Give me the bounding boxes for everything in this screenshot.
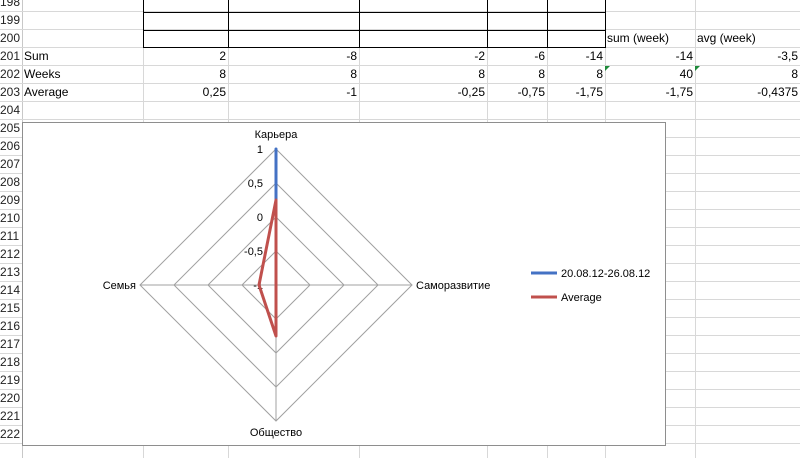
radar-category-label: Саморазвитие bbox=[416, 280, 490, 292]
row-number[interactable]: 222 bbox=[0, 426, 21, 443]
value-cell[interactable]: 8 bbox=[219, 67, 226, 81]
value-cell[interactable]: -2 bbox=[474, 49, 485, 63]
sheet-row[interactable]: 202 Weeks 8 8 8 8 8 40 8 bbox=[0, 66, 800, 84]
legend-entry: 20.08.12-26.08.12 bbox=[561, 268, 650, 280]
row-number[interactable]: 212 bbox=[0, 246, 21, 263]
value-cell[interactable]: 8 bbox=[538, 67, 545, 81]
row-number[interactable]: 204 bbox=[0, 102, 21, 119]
value-cell[interactable]: 40 bbox=[679, 67, 693, 81]
value-cell[interactable]: 8 bbox=[350, 67, 357, 81]
radar-tick-label: 1 bbox=[257, 144, 263, 156]
bordered-table bbox=[143, 0, 606, 48]
table-border-line bbox=[143, 12, 606, 13]
row-number[interactable]: 211 bbox=[0, 228, 21, 245]
table-border-line bbox=[547, 0, 548, 48]
value-cell[interactable]: -1 bbox=[346, 85, 357, 99]
row-number[interactable]: 202 bbox=[0, 66, 21, 83]
row-number[interactable]: 219 bbox=[0, 372, 21, 389]
row-number[interactable]: 216 bbox=[0, 318, 21, 335]
grid-column-line bbox=[695, 0, 696, 458]
row-number[interactable]: 208 bbox=[0, 174, 21, 191]
value-cell[interactable]: -0,25 bbox=[457, 85, 485, 99]
value-cell[interactable]: -0,75 bbox=[517, 85, 545, 99]
row-number[interactable]: 217 bbox=[0, 336, 21, 353]
radar-category-label: Общество bbox=[250, 427, 302, 439]
row-number[interactable]: 206 bbox=[0, 138, 21, 155]
radar-series-1 bbox=[257, 198, 278, 338]
row-number[interactable]: 210 bbox=[0, 210, 21, 227]
value-cell[interactable]: 8 bbox=[478, 67, 485, 81]
value-cell[interactable]: 2 bbox=[219, 49, 226, 63]
radar-chart-svg: 10,50-0,5-1КарьераСаморазвитиеОбществоСе… bbox=[103, 129, 651, 439]
radar-tick-label: -0,5 bbox=[244, 246, 263, 258]
header-sum-week[interactable]: sum (week) bbox=[607, 31, 670, 45]
error-indicator-icon[interactable] bbox=[695, 66, 700, 71]
sheet-row[interactable]: 203 Average 0,25 -1 -0,25 -0,75 -1,75 -1,75 -0,4… bbox=[0, 84, 800, 102]
row-number[interactable]: 214 bbox=[0, 282, 21, 299]
sheet-row[interactable]: 199 bbox=[0, 12, 800, 30]
value-cell[interactable]: -3,5 bbox=[777, 49, 798, 63]
row-label-cell[interactable]: Weeks bbox=[24, 67, 61, 81]
row-number[interactable]: 205 bbox=[0, 120, 21, 137]
row-label-cell[interactable]: Average bbox=[24, 85, 69, 99]
value-cell[interactable]: -1,75 bbox=[575, 85, 603, 99]
sheet-row[interactable]: 198 bbox=[0, 0, 800, 12]
table-border-line bbox=[228, 0, 229, 48]
value-cell[interactable]: -14 bbox=[585, 49, 603, 63]
row-number[interactable]: 199 bbox=[0, 12, 21, 29]
sheet-row[interactable]: 201 Sum 2 -8 -2 -6 -14 -14 -3,5 bbox=[0, 48, 800, 66]
row-number[interactable]: 198 bbox=[0, 0, 21, 11]
row-number[interactable]: 207 bbox=[0, 156, 21, 173]
error-indicator-icon[interactable] bbox=[605, 66, 610, 71]
radar-category-label: Карьера bbox=[255, 129, 299, 141]
value-cell[interactable]: 8 bbox=[596, 67, 603, 81]
row-number[interactable]: 215 bbox=[0, 300, 21, 317]
radar-chart[interactable]: 1 0,5 0 -0,5 -1 Карьера Саморазвитие Общество Се… bbox=[22, 122, 666, 446]
row-number[interactable]: 213 bbox=[0, 264, 21, 281]
row-label-cell[interactable]: Sum bbox=[24, 49, 49, 63]
row-number[interactable]: 218 bbox=[0, 354, 21, 371]
header-avg-week[interactable]: avg (week) bbox=[697, 31, 756, 45]
radar-tick-label: 0,5 bbox=[248, 178, 263, 190]
legend-entry: Average bbox=[561, 292, 602, 304]
table-border-line bbox=[487, 0, 488, 48]
table-border-line bbox=[359, 0, 360, 48]
row-number[interactable]: 201 bbox=[0, 48, 21, 65]
value-cell[interactable]: -1,75 bbox=[665, 85, 693, 99]
value-cell[interactable]: 0,25 bbox=[202, 85, 226, 99]
radar-category-label: Семья bbox=[103, 280, 136, 292]
value-cell[interactable]: 8 bbox=[791, 67, 798, 81]
value-cell[interactable]: -0,4375 bbox=[757, 85, 798, 99]
table-border-line bbox=[143, 30, 606, 31]
radar-tick-label: 0 bbox=[257, 212, 263, 224]
row-number[interactable]: 203 bbox=[0, 84, 21, 101]
value-cell[interactable]: -6 bbox=[534, 49, 545, 63]
row-number[interactable]: 221 bbox=[0, 408, 21, 425]
value-cell[interactable]: -14 bbox=[675, 49, 693, 63]
sheet-row[interactable]: 204 bbox=[0, 102, 800, 120]
row-number[interactable]: 209 bbox=[0, 192, 21, 209]
row-number[interactable]: 220 bbox=[0, 390, 21, 407]
row-number[interactable]: 200 bbox=[0, 30, 21, 47]
value-cell[interactable]: -8 bbox=[346, 49, 357, 63]
